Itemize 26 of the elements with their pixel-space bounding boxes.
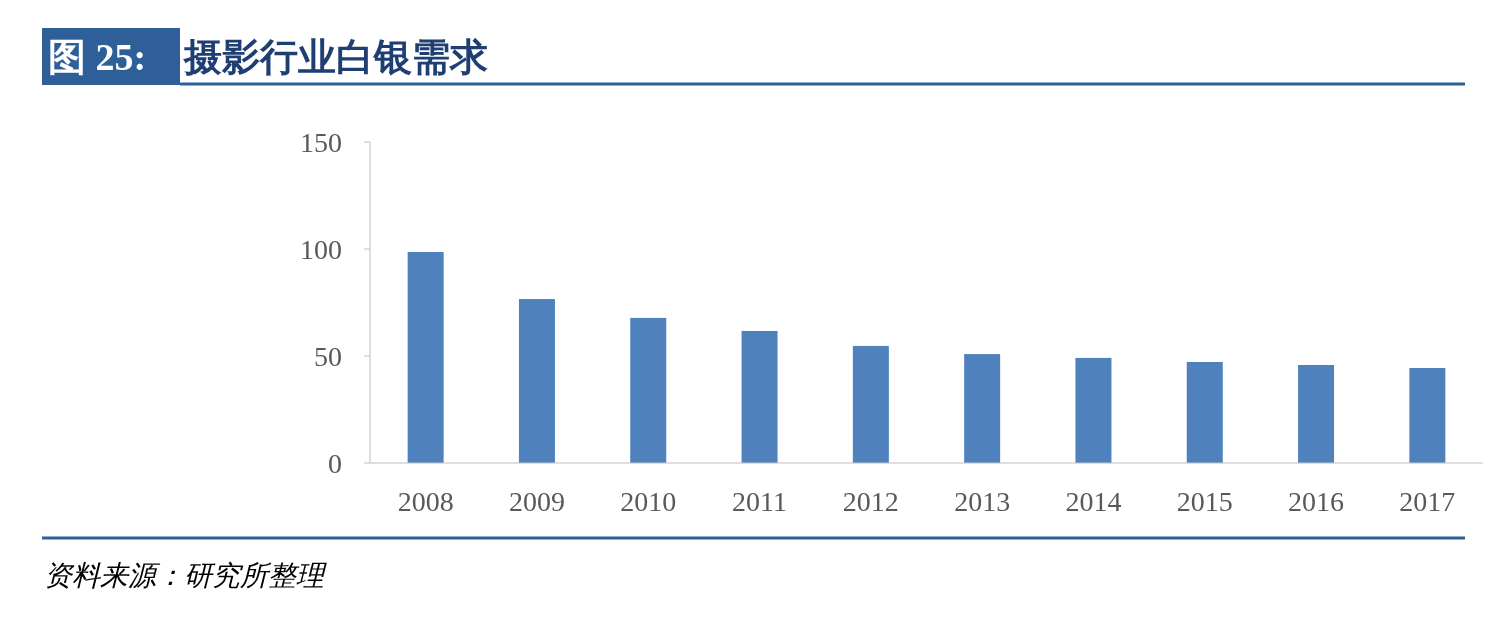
x-tick-label: 2008 [397, 486, 454, 517]
bar [407, 252, 444, 463]
bar [1186, 361, 1223, 463]
x-tick-label: 2012 [842, 486, 899, 517]
x-tick-label: 2010 [620, 486, 677, 517]
bar [518, 299, 555, 463]
x-tick-label: 2014 [1065, 486, 1122, 517]
y-tick-label: 100 [300, 233, 342, 265]
y-tick-label: 0 [328, 447, 342, 479]
x-tick-label: 2013 [954, 486, 1011, 517]
x-tick-label: 2009 [508, 486, 565, 517]
x-tick-label: 2016 [1288, 486, 1345, 517]
x-tick-label: 2015 [1176, 486, 1233, 517]
x-tick-label: 2011 [732, 486, 788, 517]
text: 资料来源：研究所整理 [44, 559, 327, 592]
bar [741, 330, 778, 463]
y-tick-label: 150 [300, 126, 342, 158]
bar [852, 345, 889, 463]
y-tick-label: 50 [314, 340, 342, 372]
bar [1075, 357, 1112, 463]
chart-title: 图 25: 摄影行业白银需求 [48, 35, 488, 79]
bar [1409, 367, 1446, 463]
bar [1298, 364, 1335, 463]
bar [964, 354, 1001, 463]
bar [630, 317, 667, 463]
x-tick-label: 2017 [1399, 486, 1456, 517]
